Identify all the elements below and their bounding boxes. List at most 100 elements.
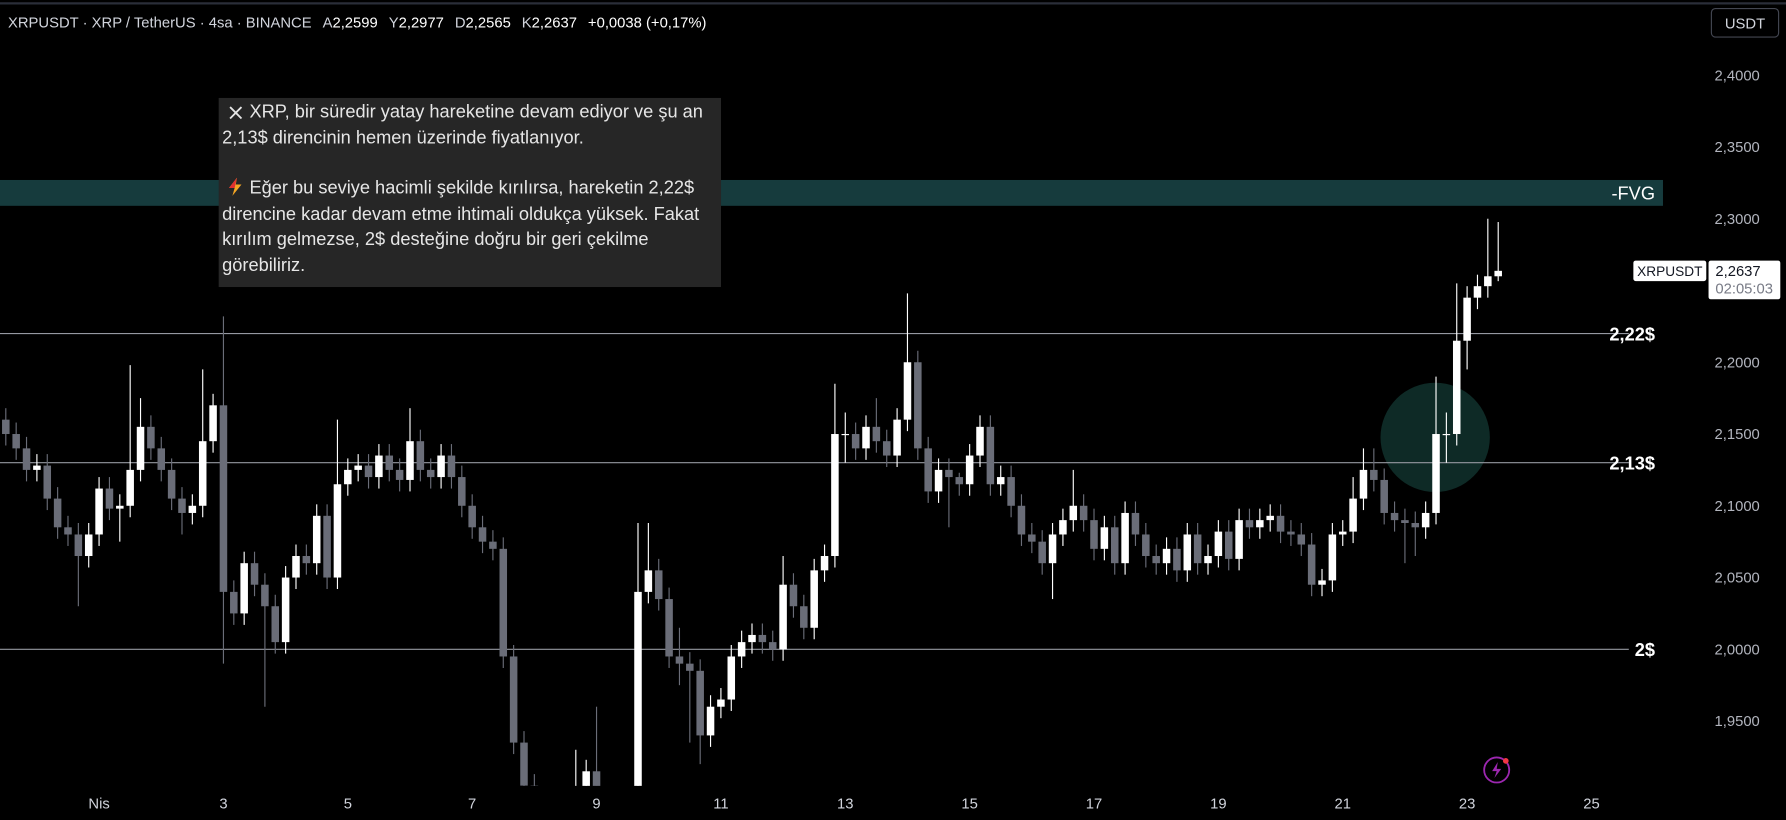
candle-body: [1204, 556, 1212, 564]
candle-body: [1007, 477, 1015, 506]
candle-body: [592, 771, 601, 786]
candle-body: [1090, 520, 1098, 549]
candle-body: [1473, 286, 1482, 298]
ohlc-key: D: [454, 13, 466, 31]
x-tick-label: 7: [468, 797, 476, 813]
candle-body: [489, 541, 497, 549]
candle-body: [499, 548, 508, 657]
candle-body: [706, 706, 715, 736]
candle-body: [727, 656, 736, 700]
candle-body: [1079, 505, 1088, 521]
candle-body: [748, 634, 756, 643]
candle-body: [831, 434, 839, 557]
y-tick-label: 2,0500: [1715, 571, 1760, 587]
candle-body: [312, 515, 321, 564]
candle-body: [458, 477, 466, 506]
candle-body: [447, 455, 456, 478]
candle-body: [230, 591, 238, 614]
x-tick-label: 19: [1210, 797, 1226, 813]
candle-body: [1359, 469, 1368, 499]
bolt-icon: [228, 177, 242, 196]
candle-body: [1411, 522, 1420, 528]
candle-body: [344, 469, 352, 485]
paragraph-text: XRP, bir süredir yatay hareketine devam …: [222, 102, 703, 148]
candle-body: [198, 441, 207, 506]
y-tick-label: 2,1000: [1715, 499, 1760, 515]
candle-body: [1214, 531, 1223, 557]
x-tick-label: 5: [344, 797, 352, 813]
candle-body: [634, 591, 642, 786]
candle-body: [1245, 520, 1254, 528]
candle-body: [1421, 512, 1430, 528]
lightning-icon: [1483, 756, 1511, 784]
candle-body: [12, 434, 20, 449]
candle-body: [385, 455, 394, 470]
candle-body: [167, 469, 176, 499]
ohlc-value: 2,2977: [398, 13, 444, 31]
candle-body: [157, 448, 166, 470]
candle-body: [116, 505, 124, 509]
candle-body: [872, 426, 881, 442]
candle-body: [53, 498, 62, 528]
candle-body: [737, 642, 746, 657]
candle-body: [1266, 515, 1274, 521]
candle-body: [292, 556, 300, 578]
x-tick-label: 3: [219, 797, 227, 813]
candle-body: [64, 527, 72, 535]
ohlc-value: 2,2565: [465, 13, 511, 31]
candle-body: [530, 785, 539, 786]
candle-body: [862, 426, 870, 449]
candle-body: [758, 634, 767, 643]
candle-body: [1442, 434, 1451, 436]
candle-body: [95, 488, 103, 535]
candle-body: [1338, 531, 1347, 535]
candle-body: [1256, 520, 1264, 528]
candle-body: [996, 477, 1005, 485]
candle-body: [1390, 512, 1399, 521]
x-tick-label: 17: [1086, 797, 1102, 813]
candle-body: [250, 563, 259, 585]
candle-body: [1297, 534, 1306, 545]
candle-body: [33, 465, 41, 470]
level-label: 2$: [1635, 640, 1655, 660]
candle-body: [779, 584, 787, 650]
candle-body: [696, 670, 704, 736]
x-tick-label: 9: [592, 797, 600, 813]
candle-body: [1152, 556, 1160, 564]
candle-body: [333, 484, 342, 578]
paragraph-text: Eğer bu seviye hacimli şekilde kırılırsa…: [222, 178, 700, 276]
currency-button[interactable]: USDT: [1710, 7, 1780, 38]
close-icon[interactable]: [229, 106, 243, 120]
symbol-label-box: [1633, 260, 1707, 282]
candle-body: [603, 807, 611, 820]
candle-body: [147, 426, 155, 449]
candle-body: [1193, 534, 1202, 564]
candle-body: [1287, 531, 1295, 535]
header: XRPUSDT · XRP / TetherUS · 4sa · BINANCE…: [8, 14, 707, 31]
candle-body: [882, 441, 891, 456]
candle-body: [572, 793, 580, 820]
candle-body: [178, 498, 186, 513]
candle-body: [437, 455, 445, 478]
ohlc-key: Y: [388, 13, 399, 31]
candle-body: [1380, 479, 1388, 513]
symbol-label: XRPUSDT: [1637, 264, 1703, 279]
axes: 1,95002,00002,05002,10002,15002,20002,25…: [88, 68, 1781, 813]
x-tick-label: 11: [713, 797, 728, 813]
candle-body: [1318, 580, 1326, 585]
candle-body: [219, 405, 228, 592]
x-tick-label: Nis: [88, 797, 109, 813]
candle-body: [1370, 469, 1378, 480]
candle-body: [541, 807, 549, 820]
countdown-label: 02:05:03: [1715, 282, 1773, 298]
candle-body: [1452, 340, 1461, 435]
candle-body: [945, 469, 953, 478]
y-tick-label: 2,1500: [1715, 427, 1760, 443]
candle-body: [1494, 270, 1502, 277]
price-label: 2,2637: [1715, 264, 1760, 280]
y-tick-label: 2,3000: [1715, 212, 1760, 228]
candle-body: [74, 534, 83, 557]
candle-body: [614, 814, 622, 820]
ohlc-value: 2,2637: [531, 13, 577, 31]
candle-body: [354, 465, 362, 470]
